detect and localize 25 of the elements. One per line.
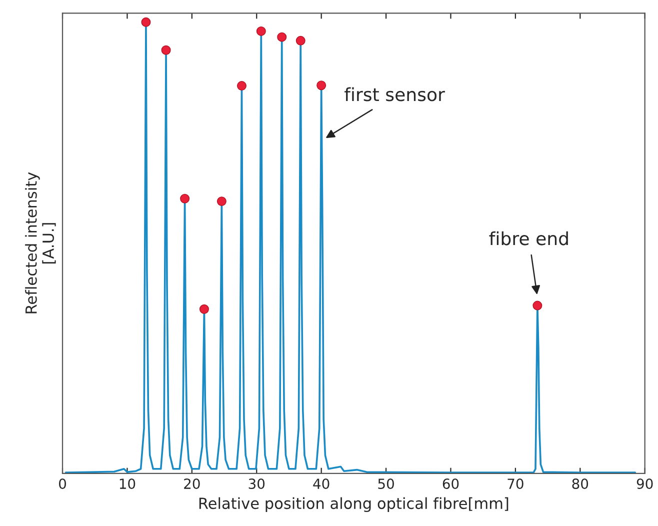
x-tick-label: 0 (59, 478, 66, 490)
point (236, 81, 246, 91)
y-axis-title: Reflected intensity [A.U.] (25, 172, 56, 314)
annotation: fibre end (489, 231, 568, 246)
x-tick-label: 50 (378, 478, 394, 490)
x-tick-label: 20 (184, 478, 200, 490)
x-tick-label: 10 (120, 478, 136, 490)
point (199, 304, 209, 314)
x-tick-label: 80 (572, 478, 588, 490)
x-axis-title: Relative position along optical fibre[mm] (199, 497, 508, 512)
point (216, 196, 226, 206)
point (316, 80, 326, 90)
point (296, 36, 306, 46)
x-tick-label: 60 (442, 478, 459, 490)
point (141, 17, 151, 27)
point (180, 194, 190, 204)
point (256, 26, 266, 36)
point (161, 45, 171, 55)
x-tick-label: 40 (313, 478, 330, 490)
x-tick-label: 30 (248, 478, 265, 490)
annotation: first sensor (344, 87, 445, 102)
point (277, 32, 287, 42)
point (532, 300, 542, 310)
x-tick-label: 90 (636, 478, 653, 490)
x-tick-label: 70 (508, 478, 524, 490)
